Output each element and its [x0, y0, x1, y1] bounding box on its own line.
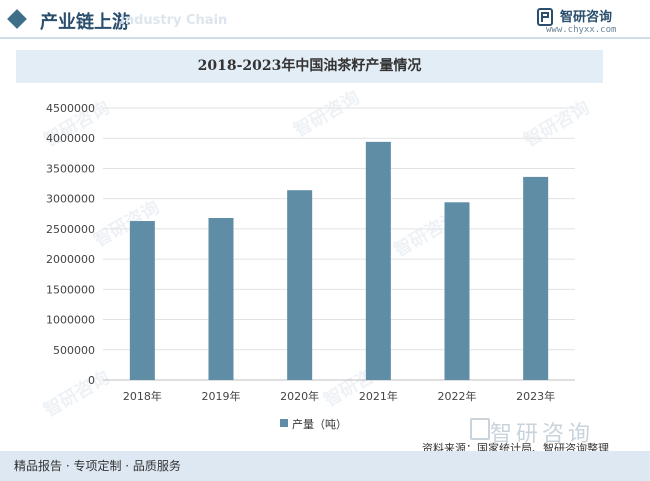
x-tick-label: 2023年 [516, 389, 555, 403]
header-watermark: Industry Chain [120, 13, 228, 28]
y-tick-label: 3500000 [46, 162, 95, 175]
bar-chart: 0 500000 1000000 1500000 2000000 2500000 30000… [46, 102, 575, 403]
brand-name: 智研咨询 [560, 10, 613, 25]
diamond-icon [7, 9, 27, 29]
section-title: 产业链上游 [40, 12, 130, 33]
y-tick-label: 3000000 [46, 193, 95, 206]
y-tick-label: 4000000 [46, 132, 95, 145]
source-logo-icon [470, 418, 490, 440]
x-tick-label: 2019年 [202, 389, 241, 403]
bar [129, 221, 155, 380]
chart-title-bar [16, 50, 603, 83]
y-tick-label: 2000000 [46, 253, 95, 266]
brand-url: www.chyxx.com [546, 25, 617, 35]
bar [523, 176, 549, 380]
legend-swatch [280, 419, 288, 427]
footer-slogan: 精品报告 · 专项定制 · 品质服务 [14, 459, 181, 473]
bar [208, 218, 234, 380]
source-logo-text: 智研咨询 [490, 422, 595, 447]
bar [365, 141, 391, 380]
x-tick-label: 2018年 [123, 389, 162, 403]
bar [287, 190, 313, 380]
legend-label: 产量（吨） [292, 418, 347, 431]
page-header: 产业链上游 Industry Chain 智研咨询 www.chyxx.com [0, 0, 650, 40]
y-tick-label: 500000 [53, 344, 95, 357]
x-tick-label: 2020年 [280, 389, 319, 403]
x-tick-label: 2021年 [359, 389, 398, 403]
chart-title: 2018-2023年中国油茶籽产量情况 [197, 58, 422, 74]
y-tick-label: 1500000 [46, 283, 95, 296]
y-tick-label: 0 [88, 374, 95, 387]
footer-bar [0, 451, 650, 481]
y-tick-label: 2500000 [46, 223, 95, 236]
x-tick-label: 2022年 [438, 389, 477, 403]
y-tick-label: 1000000 [46, 314, 95, 327]
bar [444, 202, 470, 380]
header-divider [0, 37, 650, 39]
logo-icon [537, 8, 553, 26]
y-tick-label: 4500000 [46, 102, 95, 115]
